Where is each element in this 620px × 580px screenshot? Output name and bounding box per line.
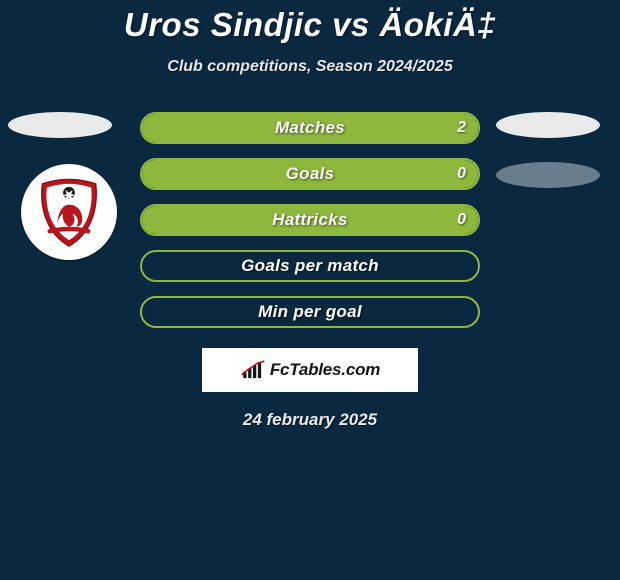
stat-bars: Matches2 Goals0 Hattricks0 Goals per match M… <box>140 112 480 328</box>
stat-value-right: 0 <box>457 211 466 229</box>
stat-bar-hattricks: Hattricks0 <box>140 204 480 236</box>
stat-values: 0 <box>142 206 478 234</box>
stat-values: 2 <box>142 114 478 142</box>
chart-icon <box>240 359 266 381</box>
stat-bar-gpm: Goals per match <box>140 250 480 282</box>
club-badge-left <box>21 164 117 260</box>
shield-icon <box>32 175 106 249</box>
date-label: 24 february 2025 <box>0 410 620 430</box>
player-left-silhouette-1 <box>8 112 112 138</box>
player-right-silhouette-2 <box>496 162 600 188</box>
stat-value-right: 2 <box>457 119 466 137</box>
stat-values: 0 <box>142 160 478 188</box>
content-area: Matches2 Goals0 Hattricks0 Goals per match M… <box>0 112 620 430</box>
comparison-card: Uros Sindjic vs ÄokiÄ‡ Club competitions… <box>0 0 620 580</box>
brand-box: FcTables.com <box>202 348 418 392</box>
page-subtitle: Club competitions, Season 2024/2025 <box>0 58 620 76</box>
stat-values <box>142 298 478 326</box>
stat-values <box>142 252 478 280</box>
page-title: Uros Sindjic vs ÄokiÄ‡ <box>0 0 620 44</box>
stat-value-right: 0 <box>457 165 466 183</box>
player-right-silhouette-1 <box>496 112 600 138</box>
stat-bar-matches: Matches2 <box>140 112 480 144</box>
stat-bar-goals: Goals0 <box>140 158 480 190</box>
stat-bar-mpg: Min per goal <box>140 296 480 328</box>
brand-label: FcTables.com <box>270 360 380 380</box>
